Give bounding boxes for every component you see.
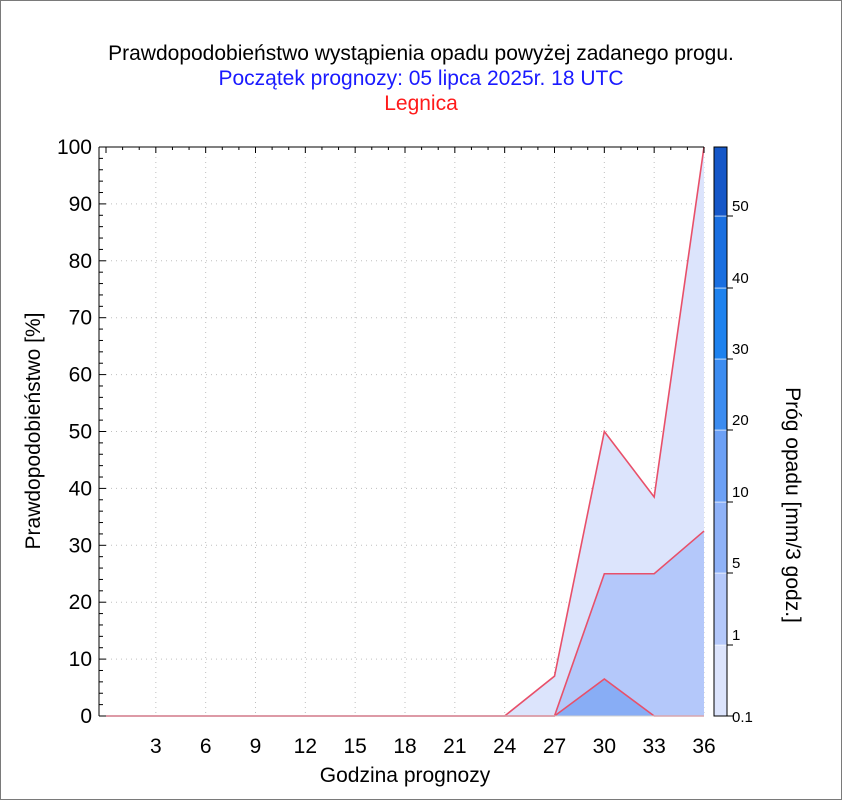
colorbar-tick-label: 20 xyxy=(732,412,749,429)
x-tick-label: 6 xyxy=(200,735,212,758)
colorbar-border xyxy=(713,146,728,717)
y-tick-label: 30 xyxy=(69,534,92,557)
colorbar-segment xyxy=(713,572,728,646)
x-tick-label: 21 xyxy=(443,735,466,758)
colorbar-segment xyxy=(713,146,728,217)
x-tick-label: 33 xyxy=(642,735,665,758)
x-tick-label: 15 xyxy=(343,735,366,758)
x-tick-label: 3 xyxy=(150,735,162,758)
y-tick-label: 90 xyxy=(69,193,92,216)
colorbar-tick-label: 1 xyxy=(732,627,740,644)
x-tick-label: 9 xyxy=(250,735,262,758)
chart-location: Legnica xyxy=(384,92,458,115)
x-tick-label: 30 xyxy=(593,735,616,758)
colorbar-segment xyxy=(713,644,728,717)
chart-subtitle: Początek prognozy: 05 lipca 2025r. 18 UT… xyxy=(218,67,624,90)
colorbar-segment xyxy=(713,358,728,431)
colorbar-tick-label: 0.1 xyxy=(732,709,753,726)
y-tick-label: 20 xyxy=(69,591,92,614)
area-1 xyxy=(106,531,704,716)
colorbar-segment xyxy=(713,215,728,289)
y-tick-label: 70 xyxy=(69,307,92,330)
colorbar-segment xyxy=(713,501,728,574)
y-tick-label: 100 xyxy=(57,136,92,159)
y-tick-label: 50 xyxy=(69,421,92,444)
colorbar-segment xyxy=(713,429,728,503)
x-tick-label: 36 xyxy=(692,735,715,758)
x-tick-label: 12 xyxy=(294,735,317,758)
x-tick-label: 24 xyxy=(493,735,517,758)
colorbar: 0.1 1 5 10 20 30 40 50 xyxy=(713,146,753,726)
colorbar-tick-label: 40 xyxy=(732,270,749,287)
y-tick-label: 60 xyxy=(69,364,92,387)
colorbar-label: Próg opadu [mm/3 godz.] xyxy=(781,387,804,623)
y-axis-label: Prawdopodobieństwo [%] xyxy=(22,313,45,550)
colorbar-tick-label: 5 xyxy=(732,555,740,572)
area-5 xyxy=(106,679,704,716)
y-tick-label: 80 xyxy=(69,250,92,273)
y-tick-label: 40 xyxy=(69,477,92,500)
y-tick-label: 0 xyxy=(80,705,92,728)
colorbar-segment xyxy=(713,287,728,360)
colorbar-tick-label: 50 xyxy=(732,198,749,215)
chart-title: Prawdopodobieństwo wystąpienia opadu pow… xyxy=(108,42,734,65)
x-axis-label: Godzina prognozy xyxy=(320,764,491,787)
colorbar-tick-label: 10 xyxy=(732,484,749,501)
x-tick-label: 18 xyxy=(393,735,416,758)
x-tick-label: 27 xyxy=(543,735,566,758)
colorbar-tick-label: 30 xyxy=(732,341,749,358)
y-tick-label: 10 xyxy=(69,648,92,671)
